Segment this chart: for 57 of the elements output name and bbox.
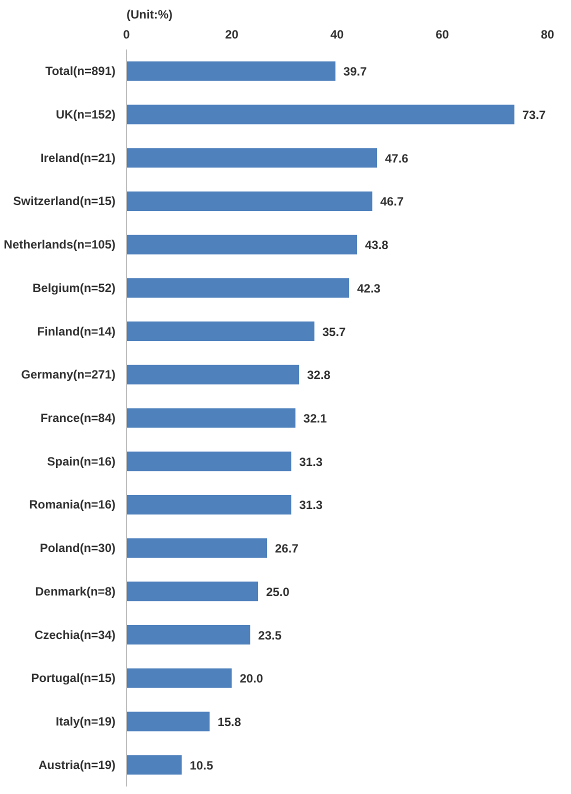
x-tick-label: 40 xyxy=(330,28,344,42)
bar xyxy=(126,104,514,124)
data-label: 42.3 xyxy=(357,281,381,296)
y-tick-label: Denmark(n=8) xyxy=(35,584,116,598)
bar xyxy=(126,148,377,168)
bar xyxy=(126,364,300,384)
y-tick-label: UK(n=152) xyxy=(56,108,116,122)
data-label: 46.7 xyxy=(380,194,404,209)
y-tick-label: Belgium(n=52) xyxy=(32,280,116,295)
y-tick-label: Austria(n=19) xyxy=(38,758,116,772)
bar xyxy=(126,452,292,472)
bar xyxy=(126,278,350,298)
bar xyxy=(126,668,232,688)
bar xyxy=(126,755,182,775)
data-label: 25.0 xyxy=(266,584,290,599)
y-tick-label: Czechia(n=34) xyxy=(34,628,116,642)
data-label: 31.3 xyxy=(299,498,323,512)
bar xyxy=(126,494,292,514)
y-tick-label: Spain(n=16) xyxy=(47,454,116,468)
bar xyxy=(126,61,336,81)
x-tick-label: 0 xyxy=(123,28,130,42)
bar xyxy=(126,322,314,342)
text: (Unit:%) xyxy=(126,8,172,22)
x-tick-label: 80 xyxy=(540,28,554,42)
data-label: 32.8 xyxy=(307,368,331,382)
data-label: 43.8 xyxy=(364,238,389,252)
data-label: 31.3 xyxy=(299,454,323,469)
y-tick-label: Portugal(n=15) xyxy=(31,671,116,686)
y-tick-label: Germany(n=271) xyxy=(21,368,116,382)
bar xyxy=(126,408,296,428)
x-tick-label: 20 xyxy=(225,28,239,42)
y-tick-label: Poland(n=30) xyxy=(40,541,116,556)
y-tick-label: Romania(n=16) xyxy=(29,498,116,512)
bar xyxy=(126,582,258,602)
y-tick-label: Netherlands(n=105) xyxy=(4,238,116,252)
data-label: 26.7 xyxy=(275,542,299,556)
data-label: 32.1 xyxy=(303,412,328,426)
y-tick-label: Finland(n=14) xyxy=(37,324,116,338)
y-tick-label: Total(n=891) xyxy=(45,64,116,78)
y-tick-label: France(n=84) xyxy=(40,411,116,425)
data-label: 39.7 xyxy=(343,64,368,79)
data-label: 35.7 xyxy=(322,324,346,339)
bar xyxy=(126,538,268,558)
data-label: 15.8 xyxy=(218,714,242,729)
bar xyxy=(126,625,250,645)
data-label: 23.5 xyxy=(258,628,282,642)
data-label: 47.6 xyxy=(384,151,409,166)
y-tick-label: Ireland(n=21) xyxy=(40,150,116,165)
x-tick-label: 60 xyxy=(436,28,450,42)
bar xyxy=(126,234,357,254)
bar xyxy=(126,712,210,732)
y-tick-label: Switzerland(n=15) xyxy=(13,194,116,208)
data-label: 73.7 xyxy=(522,108,546,122)
y-tick-label: Italy(n=19) xyxy=(56,714,116,728)
bar xyxy=(126,191,372,211)
data-label: 10.5 xyxy=(190,758,214,772)
data-label: 20.0 xyxy=(240,672,264,686)
